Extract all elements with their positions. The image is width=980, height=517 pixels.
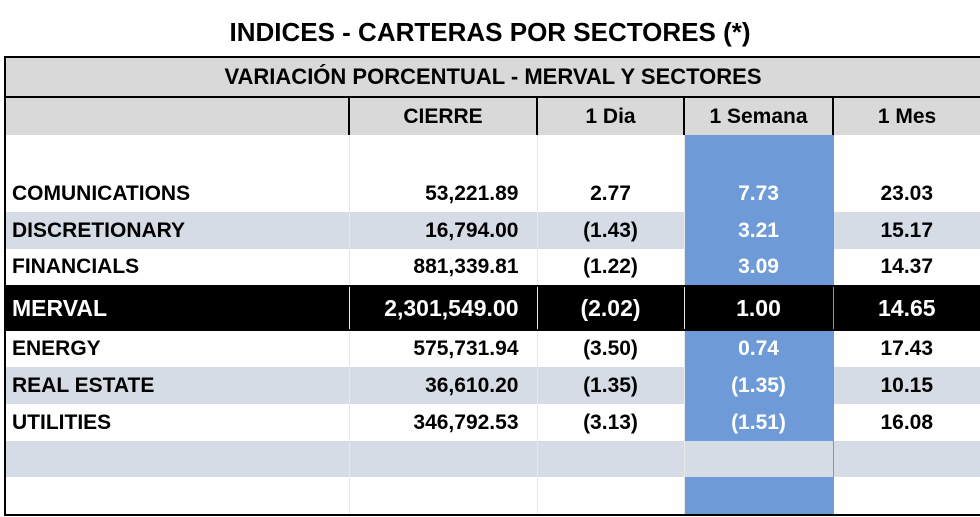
row-cierre: 2,301,549.00 [349,285,538,331]
table-row-utilities: UTILITIES 346,792.53 (3.13) (1.51) 16.08 [4,404,980,441]
empty-cell [833,477,980,516]
column-header-label [4,97,350,135]
empty-cell [537,477,685,516]
table-subtitle: VARIACIÓN PORCENTUAL - MERVAL Y SECTORES [3,56,980,98]
table-row-financials: FINANCIALS 881,339.81 (1.22) 3.09 14.37 [4,249,980,286]
spacer-cell [537,135,685,175]
spacer-cell [833,135,980,175]
empty-cell-week [684,441,834,477]
spacer-cell-week [684,135,834,175]
empty-cell-week [684,477,834,516]
table-row-merval: MERVAL 2,301,549.00 (2.02) 1.00 14.65 [4,285,980,331]
row-semana: (1.35) [684,367,834,404]
row-mes: 14.37 [833,249,980,286]
row-semana: 3.21 [684,212,834,249]
empty-cell [4,477,350,516]
column-header-1-dia: 1 Dia [537,97,685,135]
spacer-row [4,135,980,175]
row-dia: (3.50) [537,330,685,367]
row-dia: (1.22) [537,249,685,286]
row-name: REAL ESTATE [4,367,350,404]
empty-cell [4,441,350,477]
row-dia: (2.02) [537,285,685,331]
table-row-comunications: COMUNICATIONS 53,221.89 2.77 7.73 23.03 [4,175,980,212]
row-cierre: 36,610.20 [349,367,538,404]
row-mes: 14.65 [833,285,980,331]
table-row-discretionary: DISCRETIONARY 16,794.00 (1.43) 3.21 15.1… [4,212,980,249]
row-name: UTILITIES [4,404,350,441]
sector-variation-table: VARIACIÓN PORCENTUAL - MERVAL Y SECTORES… [3,56,980,516]
row-mes: 10.15 [833,367,980,404]
empty-cell [349,477,538,516]
page-title: INDICES - CARTERAS POR SECTORES (*) [229,17,751,47]
row-mes: 23.03 [833,175,980,212]
empty-cell [833,441,980,477]
row-name: ENERGY [4,330,350,367]
row-dia: 2.77 [537,175,685,212]
row-name: COMUNICATIONS [4,175,350,212]
row-dia: (3.13) [537,404,685,441]
row-mes: 17.43 [833,330,980,367]
row-semana: 1.00 [684,285,834,331]
row-semana: 0.74 [684,330,834,367]
empty-row [4,477,980,516]
row-cierre: 16,794.00 [349,212,538,249]
row-cierre: 575,731.94 [349,330,538,367]
row-cierre: 53,221.89 [349,175,538,212]
column-header-row: CIERRE 1 Dia 1 Semana 1 Mes [4,97,980,135]
row-dia: (1.35) [537,367,685,404]
row-semana: 3.09 [684,249,834,286]
row-semana: 7.73 [684,175,834,212]
row-name: MERVAL [4,285,350,331]
row-mes: 16.08 [833,404,980,441]
table-subtitle-row: VARIACIÓN PORCENTUAL - MERVAL Y SECTORES [3,56,980,98]
row-dia: (1.43) [537,212,685,249]
spacer-cell [4,135,350,175]
row-cierre: 346,792.53 [349,404,538,441]
column-header-1-mes: 1 Mes [833,97,980,135]
spacer-cell [349,135,538,175]
table-row-energy: ENERGY 575,731.94 (3.50) 0.74 17.43 [4,330,980,367]
row-semana: (1.51) [684,404,834,441]
table-row-real-estate: REAL ESTATE 36,610.20 (1.35) (1.35) 10.1… [4,367,980,404]
column-header-cierre: CIERRE [349,97,538,135]
empty-cell [349,441,538,477]
empty-row [4,441,980,477]
empty-cell [537,441,685,477]
column-header-1-semana: 1 Semana [684,97,834,135]
row-mes: 15.17 [833,212,980,249]
row-name: DISCRETIONARY [4,212,350,249]
row-name: FINANCIALS [4,249,350,286]
row-cierre: 881,339.81 [349,249,538,286]
